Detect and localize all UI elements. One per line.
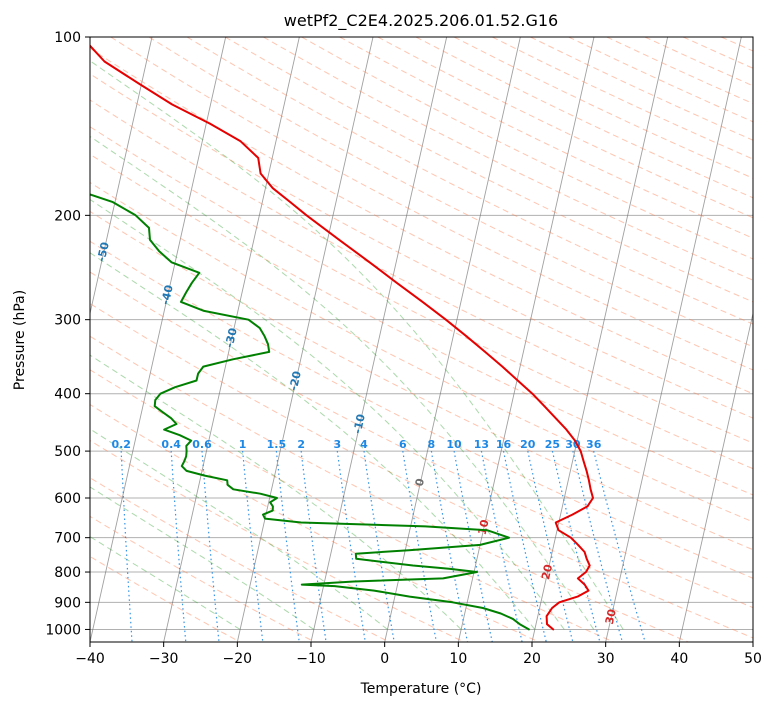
isotherm-line bbox=[605, 37, 742, 642]
mixing-ratio-line bbox=[170, 451, 187, 642]
isotherm-line bbox=[163, 37, 300, 642]
mixing-ratio-label: 6 bbox=[399, 438, 407, 451]
y-tick-label: 600 bbox=[54, 491, 81, 507]
isotherm-label: -50 bbox=[95, 240, 112, 263]
x-axis-title: Temperature (°C) bbox=[360, 681, 482, 697]
x-tick-label: 30 bbox=[597, 651, 615, 667]
mixing-ratio-label: 0.4 bbox=[161, 438, 181, 451]
mixing-ratio-label: 36 bbox=[586, 438, 602, 451]
mixing-ratio-line bbox=[242, 451, 264, 642]
mixing-ratio-label: 0.2 bbox=[111, 438, 131, 451]
isotherm-label: 0 bbox=[413, 477, 427, 488]
y-tick-label: 300 bbox=[54, 313, 81, 329]
isotherm-label: 30 bbox=[603, 607, 619, 625]
dry-adiabat-line bbox=[90, 515, 315, 642]
x-tick-label: 20 bbox=[523, 651, 541, 667]
mixing-ratio-line bbox=[120, 451, 133, 642]
y-tick-label: 100 bbox=[54, 30, 81, 46]
x-tick-label: 10 bbox=[449, 651, 467, 667]
isotherm-line bbox=[310, 37, 448, 642]
isotherm-line bbox=[531, 37, 669, 642]
dry-adiabat-line bbox=[90, 181, 753, 523]
isotherm-label: 20 bbox=[539, 563, 555, 581]
y-axis: 100 200 300 400 500 600 700 800 900 1000 bbox=[45, 30, 90, 638]
x-tick-label: −10 bbox=[296, 651, 326, 667]
mixing-ratio-line bbox=[551, 450, 601, 642]
isotherm-label: 10 bbox=[476, 518, 492, 536]
moist-adiabat-line bbox=[90, 428, 388, 630]
mixing-ratio-label: 16 bbox=[496, 438, 512, 451]
x-axis: −40 −30 −20 −10 0 10 20 30 40 50 bbox=[75, 642, 762, 667]
background-lines bbox=[90, 37, 753, 642]
dry-adiabat-line bbox=[90, 555, 241, 642]
dry-adiabat-line bbox=[90, 369, 614, 642]
mixing-ratio-label: 25 bbox=[545, 438, 560, 451]
moist-adiabat-line bbox=[90, 252, 536, 630]
mixing-ratio-label: 2 bbox=[297, 438, 305, 451]
isotherm-line bbox=[90, 37, 153, 316]
y-tick-label: 400 bbox=[54, 387, 81, 403]
dry-adiabat-line bbox=[90, 153, 753, 496]
mixing-ratio-label: 13 bbox=[474, 438, 489, 451]
mixing-ratio-label: 0.6 bbox=[192, 438, 212, 451]
moist-adiabat-line bbox=[90, 354, 462, 630]
isotherm-line bbox=[384, 37, 521, 642]
y-axis-title: Pressure (hPa) bbox=[12, 290, 28, 390]
mixing-ratio-label: 1.5 bbox=[267, 438, 287, 451]
isotherm-line bbox=[90, 37, 227, 642]
y-tick-label: 800 bbox=[54, 565, 81, 581]
isotherm-label: -20 bbox=[287, 369, 304, 392]
dry-adiabat-line bbox=[90, 302, 753, 639]
temperature-profile-line bbox=[90, 44, 594, 631]
dewpoint-profile-line bbox=[90, 193, 530, 631]
mixing-ratio-line bbox=[201, 451, 220, 642]
dry-adiabat-line bbox=[90, 439, 465, 642]
dry-adiabat-line bbox=[90, 271, 753, 609]
y-tick-label: 900 bbox=[54, 595, 81, 611]
mixing-ratio-label: 10 bbox=[446, 438, 462, 451]
moist-adiabat-line bbox=[90, 135, 595, 630]
moist-adiabat-line bbox=[90, 486, 315, 630]
y-tick-label: 1000 bbox=[45, 622, 81, 638]
moist-adiabat-line bbox=[90, 60, 624, 630]
isotherm-label: -40 bbox=[159, 283, 176, 306]
mixing-ratio-label: 8 bbox=[428, 438, 436, 451]
isotherm-line bbox=[678, 311, 753, 642]
y-tick-label: 200 bbox=[54, 208, 81, 224]
mixing-ratio-line bbox=[502, 450, 547, 642]
mixing-ratio-line bbox=[275, 451, 300, 642]
mixing-ratio-label: 20 bbox=[520, 438, 536, 451]
isotherm-label: -10 bbox=[351, 412, 368, 435]
isotherm-line bbox=[236, 37, 374, 642]
line-labels: 0.10.20.40.611.52346810131620253036-100-… bbox=[95, 240, 619, 625]
mixing-ratio-line bbox=[300, 451, 327, 642]
chart-title: wetPf2_C2E4.2025.206.01.52.G16 bbox=[284, 11, 558, 31]
plot-frame bbox=[89, 36, 754, 643]
mixing-ratio-label: 3 bbox=[334, 438, 342, 451]
isotherm-label: -30 bbox=[223, 326, 240, 349]
x-tick-label: −40 bbox=[75, 651, 105, 667]
mixing-ratio-line bbox=[336, 451, 366, 642]
y-tick-label: 500 bbox=[54, 444, 81, 460]
x-tick-label: −30 bbox=[149, 651, 179, 667]
mixing-ratio-line bbox=[527, 450, 574, 642]
y-tick-label: 700 bbox=[54, 531, 81, 547]
mixing-ratio-line bbox=[480, 450, 523, 642]
x-tick-label: 40 bbox=[670, 651, 688, 667]
mixing-ratio-label: 4 bbox=[360, 438, 368, 451]
mixing-ratio-label: 1 bbox=[239, 438, 247, 451]
profile-lines bbox=[90, 44, 594, 631]
x-tick-label: −20 bbox=[223, 651, 253, 667]
grid-layer bbox=[90, 37, 753, 630]
x-tick-label: 50 bbox=[744, 651, 762, 667]
isotherm-line bbox=[457, 37, 595, 642]
mixing-ratio-label: 30 bbox=[565, 438, 581, 451]
x-tick-label: 0 bbox=[380, 651, 389, 667]
